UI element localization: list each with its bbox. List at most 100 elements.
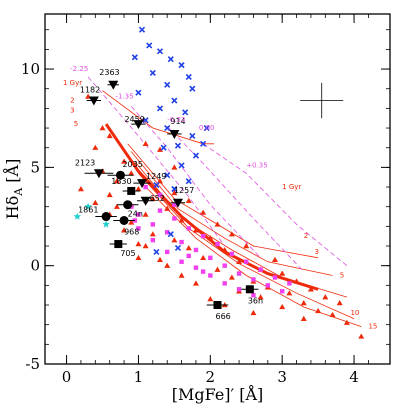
cluster-triangle: [133, 120, 144, 130]
cluster-label: 2123: [75, 158, 95, 167]
model-label: 2: [304, 232, 308, 240]
cluster-square: [127, 186, 136, 195]
model-label: 5: [74, 120, 78, 128]
red-triangle-point: [92, 199, 99, 205]
blue-cross-point: [185, 73, 192, 80]
model-label: 10: [350, 309, 359, 317]
blue-cross-point: [156, 48, 164, 55]
cluster-label: 1257: [174, 186, 194, 195]
y-axis-label-main: Hδ: [3, 196, 22, 220]
magenta-square-point: [215, 241, 220, 247]
model-label: -1.35: [115, 93, 133, 101]
blue-cross-point: [167, 231, 174, 238]
magenta-square-point: [136, 212, 141, 217]
model-track-solid: [141, 182, 362, 327]
cluster-label: 666: [216, 312, 231, 321]
cluster-markers: 2363 1182 2459 914 2123 2035 1830 1249 652 1257 24…: [75, 68, 263, 321]
model-label: 15: [368, 323, 377, 331]
cluster-triangle: [172, 198, 183, 208]
magenta-square-point: [222, 281, 227, 286]
magenta-square-point: [186, 253, 191, 259]
red-triangle-point: [149, 231, 156, 237]
red-triangle-point: [157, 178, 163, 184]
blue-cross-point: [182, 109, 189, 116]
red-triangle-point: [128, 219, 135, 225]
red-triangle-point: [192, 227, 199, 233]
model-track-solid: [130, 151, 333, 276]
model-track-solid: [134, 161, 348, 298]
blue-cross-point: [138, 26, 146, 33]
x-tick-label: 2: [206, 368, 216, 386]
magenta-square-point: [287, 281, 292, 286]
magenta-square-point: [272, 275, 278, 280]
model-label: 1 Gyr: [282, 183, 301, 191]
blue-cross-point: [192, 152, 200, 159]
model-track-solid: [102, 90, 214, 145]
x-tick-label: 0: [62, 368, 72, 386]
blue-cross-point: [171, 185, 178, 193]
cluster-circle: [101, 212, 111, 222]
red-triangle-point: [279, 270, 286, 276]
red-triangle-point: [200, 209, 207, 215]
magenta-square-point: [200, 269, 206, 274]
magenta-square-point: [172, 202, 177, 207]
magenta-square-point: [208, 273, 213, 278]
y-tick-label: 5: [30, 158, 40, 176]
y-axis-label: HδA [Å]: [2, 159, 25, 220]
blue-cross-point: [178, 162, 185, 169]
blue-cross-point: [171, 97, 178, 104]
cluster-label: 705: [120, 249, 135, 258]
magenta-square-point: [143, 184, 148, 190]
red-triangle-point: [178, 272, 185, 278]
model-label: 2: [70, 96, 74, 104]
magenta-square-point: [200, 233, 206, 239]
red-triangle-point: [300, 300, 307, 306]
cluster-label: 2459: [124, 115, 144, 124]
red-triangle-point: [92, 144, 99, 150]
cluster-label: 2035: [122, 160, 142, 169]
red-triangle-point: [171, 189, 178, 196]
magenta-square-point: [157, 208, 163, 213]
magenta-square-point: [244, 259, 249, 264]
y-axis-label-unit: [Å]: [2, 159, 22, 188]
blue-cross-point: [178, 62, 185, 69]
red-triangle-point: [128, 170, 135, 176]
red-triangle-point: [329, 311, 336, 318]
red-triangle-point: [293, 278, 300, 284]
model-track-dashed: [166, 125, 305, 272]
cluster-triangle: [137, 179, 148, 189]
red-triangle-point: [192, 280, 199, 286]
red-triangle-point: [164, 205, 171, 211]
magenta-square-point: [265, 283, 271, 288]
red-triangle-point: [286, 290, 293, 296]
cluster-square: [114, 240, 123, 249]
blue-cross-point: [153, 182, 160, 189]
cluster-triangle: [108, 80, 119, 90]
red-triangle-point: [157, 256, 163, 262]
red-triangle-point: [142, 140, 149, 146]
data-points: [73, 26, 365, 339]
blue-cross-point: [189, 85, 196, 92]
red-triangle-point: [106, 191, 113, 198]
blue-cross-point: [164, 172, 171, 179]
model-label: 5: [340, 271, 344, 279]
magenta-square-point: [236, 287, 242, 292]
red-triangle-point: [99, 125, 106, 131]
red-triangle-point: [135, 186, 142, 192]
cluster-square: [245, 285, 254, 294]
blue-cross-point: [189, 132, 196, 139]
magenta-square-point: [164, 230, 170, 235]
red-triangle-point: [135, 254, 142, 261]
red-triangle-point: [300, 315, 307, 321]
cluster-square: [213, 301, 222, 310]
magenta-square-point: [150, 222, 156, 227]
model-label: 3: [315, 248, 319, 256]
model-label: -2.25: [70, 65, 88, 73]
red-triangle-point: [257, 294, 264, 300]
cluster-label: 1182: [80, 86, 100, 95]
cluster-label: 652: [150, 194, 165, 203]
magenta-square-point: [193, 247, 199, 253]
model-track-dashed: [87, 76, 226, 247]
